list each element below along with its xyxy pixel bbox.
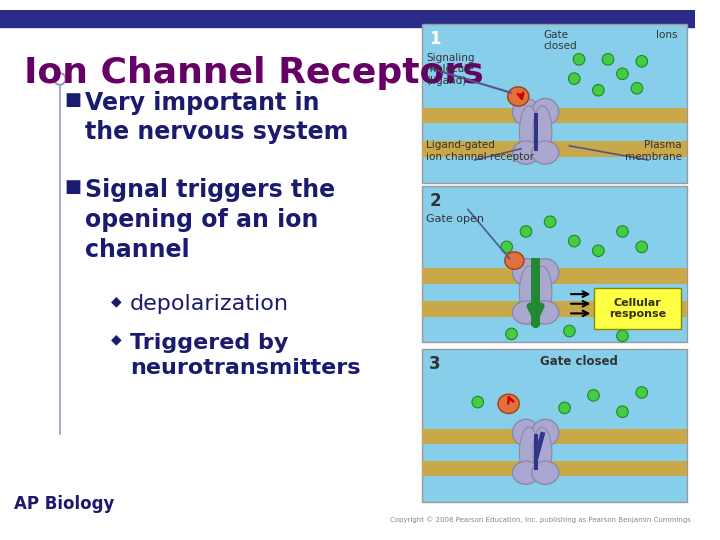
Text: depolarization: depolarization [130,294,289,314]
Circle shape [616,406,629,417]
Bar [534,113,538,151]
Text: Signaling
molecule
(ligand): Signaling molecule (ligand) [426,53,475,86]
Circle shape [593,84,604,96]
Ellipse shape [519,106,539,159]
Ellipse shape [513,461,539,484]
Ellipse shape [532,419,559,446]
Ellipse shape [498,394,519,414]
Circle shape [616,68,629,79]
Ellipse shape [532,141,559,164]
Circle shape [616,226,629,237]
Bar [422,461,687,476]
Circle shape [520,226,532,237]
Text: Ion Channel Receptors: Ion Channel Receptors [24,56,484,90]
Text: ■: ■ [65,91,81,109]
Ellipse shape [513,301,539,324]
Bar [422,141,687,157]
Circle shape [472,396,484,408]
Text: Gate open: Gate open [426,214,485,224]
Circle shape [559,402,570,414]
Ellipse shape [532,301,559,324]
Circle shape [631,83,643,94]
Text: 2: 2 [429,192,441,210]
Ellipse shape [532,98,559,125]
Ellipse shape [513,141,539,164]
Ellipse shape [513,419,539,446]
Bar [422,107,687,124]
Ellipse shape [533,106,552,159]
Ellipse shape [508,87,529,106]
Circle shape [568,235,580,247]
Text: Gate
closed: Gate closed [544,30,577,51]
Circle shape [588,389,599,401]
Ellipse shape [519,427,539,478]
Circle shape [505,328,517,340]
Circle shape [602,53,613,65]
Circle shape [544,216,556,227]
Text: Ions: Ions [656,30,678,40]
Circle shape [593,245,604,256]
Text: Ligand-gated
ion channel receptor: Ligand-gated ion channel receptor [426,140,534,162]
Circle shape [636,387,647,399]
Text: Very important in
the nervous system: Very important in the nervous system [85,91,348,144]
Ellipse shape [533,266,552,319]
Text: Triggered by
neurotransmitters: Triggered by neurotransmitters [130,333,361,377]
Circle shape [636,241,647,253]
Ellipse shape [532,259,559,286]
Text: Gate closed: Gate closed [541,355,618,368]
Text: Cellular
response: Cellular response [609,298,666,319]
Circle shape [564,325,575,337]
Ellipse shape [533,427,552,478]
Ellipse shape [505,252,524,269]
Circle shape [54,73,66,85]
Circle shape [636,56,647,67]
Text: Copyright © 2008 Pearson Education, Inc. publishing as Pearson Benjamin Cummings: Copyright © 2008 Pearson Education, Inc.… [390,516,690,523]
Bar [422,186,687,342]
Ellipse shape [513,98,539,125]
Circle shape [568,73,580,84]
Text: ■: ■ [65,178,81,197]
Bar [422,24,687,183]
Text: 3: 3 [429,355,441,373]
Bar [534,434,538,470]
Ellipse shape [532,461,559,484]
Bar [422,349,687,502]
Text: ◆: ◆ [111,333,122,347]
Circle shape [616,330,629,342]
Text: ◆: ◆ [111,294,122,308]
Ellipse shape [513,259,539,286]
Bar [422,429,687,444]
FancyBboxPatch shape [594,288,681,329]
Bar [0,10,695,27]
Text: Signal triggers the
opening of an ion
channel: Signal triggers the opening of an ion ch… [85,178,335,262]
Bar [534,431,545,459]
Circle shape [573,53,585,65]
Bar [422,301,687,316]
Text: 1: 1 [429,30,441,48]
Bar [531,259,541,326]
Ellipse shape [519,266,539,319]
Text: Plasma
membrane: Plasma membrane [625,140,682,162]
Circle shape [501,241,513,253]
Text: AP Biology: AP Biology [14,495,115,513]
Bar [422,268,687,284]
